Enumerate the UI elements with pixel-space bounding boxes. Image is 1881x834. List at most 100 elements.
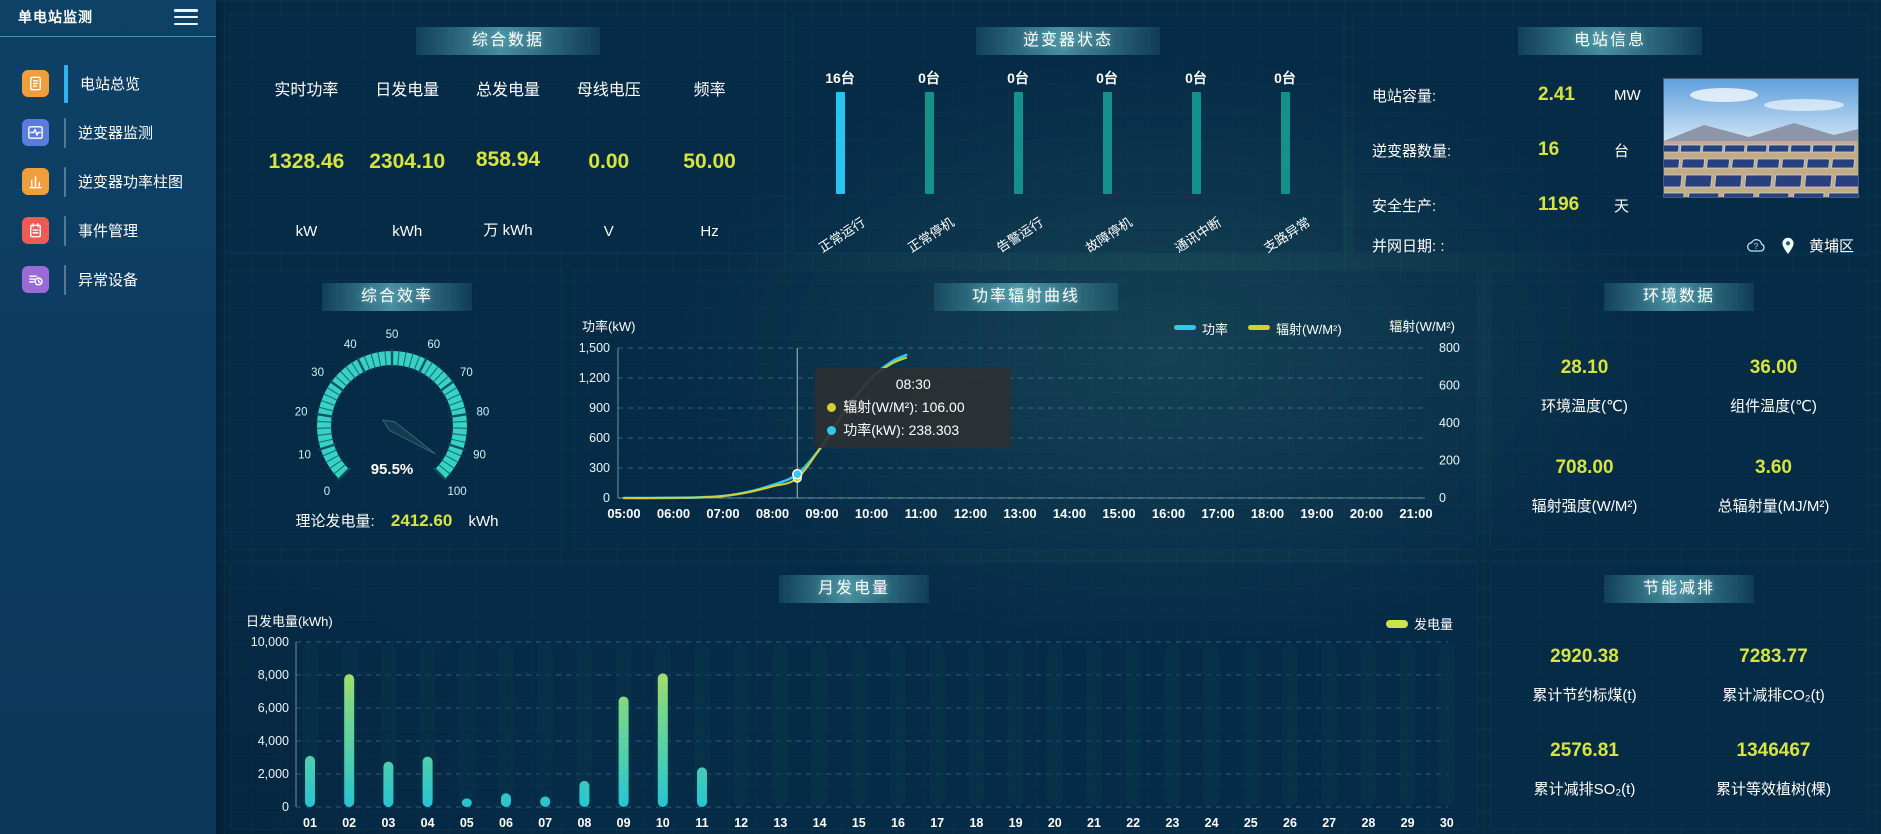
metric-cell: 2576.81 累计减排SO₂(t)	[1534, 740, 1636, 799]
svg-text:辐射(W/M²): 辐射(W/M²)	[1389, 319, 1455, 334]
bar-background	[1125, 644, 1142, 806]
sidebar-item-2[interactable]: 逆变器监测	[0, 108, 216, 157]
svg-text:02: 02	[342, 816, 356, 830]
panel-title: 综合数据	[416, 27, 600, 55]
environment-metrics: 28.10 环境温度(℃) 36.00 组件温度(℃) 708.00 辐射强度(W/M²)…	[1490, 336, 1868, 536]
station-info-row: 逆变器数量: 16 台	[1372, 139, 1629, 161]
svg-text:辐射(W/M²): 辐射(W/M²)	[1276, 322, 1342, 337]
svg-text:15:00: 15:00	[1102, 506, 1135, 521]
metric-unit: 万 kWh	[483, 222, 533, 239]
weather-cloud-icon[interactable]: ?	[1745, 238, 1767, 253]
inverter-count-label: 16台	[825, 70, 855, 86]
svg-text:8,000: 8,000	[258, 668, 289, 682]
tooltip-row: 功率(kW): 238.303	[827, 420, 999, 440]
sidebar: 单电站监测 电站总览 逆变器监测 逆变器功率柱图 事件管理 异常设备	[0, 0, 216, 834]
inverter-status-bar	[835, 92, 845, 194]
sidebar-item-label: 异常设备	[78, 272, 139, 289]
monthly-generation-chart[interactable]: 10,000 8,000 6,000 4,000 2,000 0 日发电量(kWh) 发电量 0…	[230, 562, 1478, 830]
svg-text:19: 19	[1009, 816, 1023, 830]
metric-label: 累计减排SO₂(t)	[1533, 780, 1636, 798]
metric-unit: V	[603, 223, 614, 240]
metric-cell: 28.10 环境温度(℃)	[1541, 357, 1628, 416]
svg-text:05:00: 05:00	[607, 506, 640, 521]
svg-text:22: 22	[1126, 816, 1140, 830]
sidebar-item-1[interactable]: 电站总览	[0, 59, 216, 108]
metric-value: 7283.77	[1739, 645, 1808, 667]
power-radiation-chart[interactable]: 1,500 1,200 900 600 300 0 800 600 400 200 0 功率(kW) 辐…	[574, 270, 1478, 550]
summary-metrics: 实时功率 1328.46 kW 日发电量 2304.10 kWh 总发电量 858.94 万 k…	[230, 76, 786, 240]
metric-unit: Hz	[700, 223, 719, 240]
generation-bar-02	[344, 674, 355, 807]
panel-station-info: 电站信息 电站容量: 2.41 MW 逆变器数量: 16 台安全生产: 1196 天 并网日期…	[1352, 14, 1868, 255]
panel-title: 节能减排	[1604, 575, 1754, 603]
metric-cell: 2920.38 累计节约标煤(t)	[1532, 646, 1636, 705]
item-rail	[64, 166, 66, 197]
svg-text:60: 60	[427, 339, 440, 351]
gauge-value: 95.5%	[371, 461, 414, 478]
sidebar-item-4[interactable]: 事件管理	[0, 206, 216, 255]
bar-background	[1321, 644, 1338, 806]
inverter-status-column: 0台 故障停机	[1075, 68, 1139, 255]
svg-text:18:00: 18:00	[1251, 506, 1284, 521]
tooltip-row: 辐射(W/M²): 106.00	[827, 397, 999, 417]
svg-text:08:00: 08:00	[756, 506, 789, 521]
generation-bar-07	[540, 796, 551, 807]
generation-bar-10	[657, 673, 668, 807]
svg-text:600: 600	[589, 431, 610, 445]
inverter-status-name: 正常运行	[816, 214, 868, 256]
svg-text:600: 600	[1439, 379, 1460, 393]
sidebar-item-label: 电站总览	[80, 76, 141, 93]
svg-text:17:00: 17:00	[1201, 506, 1234, 521]
metric-cell: 1346467 累计等效植树(棵)	[1716, 740, 1831, 799]
station-row-label: 逆变器数量:	[1372, 142, 1452, 160]
bar-background	[1203, 644, 1220, 806]
svg-text:20: 20	[295, 407, 308, 419]
metric-cell: 36.00 组件温度(℃)	[1730, 357, 1817, 416]
station-location[interactable]: 黄埔区	[1808, 238, 1854, 255]
document-icon	[22, 70, 49, 97]
svg-text:30: 30	[311, 367, 324, 379]
metric-value: 708.00	[1555, 456, 1614, 478]
inverter-status-column: 16台正常运行	[808, 68, 872, 255]
sidebar-item-3[interactable]: 逆变器功率柱图	[0, 157, 216, 206]
metric-cell: 3.60 总辐射量(MJ/M²)	[1718, 457, 1830, 516]
svg-text:12:00: 12:00	[954, 506, 987, 521]
svg-text:1,200: 1,200	[579, 371, 610, 385]
svg-text:14: 14	[813, 816, 827, 830]
svg-text:13:00: 13:00	[1003, 506, 1036, 521]
metric-value: 2920.38	[1550, 645, 1619, 667]
theory-label: 理论发电量:	[295, 513, 375, 530]
svg-text:功率: 功率	[1202, 322, 1228, 337]
bar-background	[537, 644, 554, 806]
item-rail	[64, 215, 66, 246]
generation-bar-09	[618, 696, 629, 807]
metric-value: 1328.46	[268, 149, 345, 173]
svg-text:90: 90	[473, 449, 486, 461]
bar-background	[772, 644, 789, 806]
svg-text:06:00: 06:00	[657, 506, 690, 521]
svg-text:16:00: 16:00	[1152, 506, 1185, 521]
svg-text:0: 0	[603, 491, 610, 505]
inverter-count-label: 0台	[1185, 70, 1207, 86]
sidebar-item-5[interactable]: 异常设备	[0, 255, 216, 304]
svg-text:发电量: 发电量	[1414, 617, 1453, 632]
station-info-row: 电站容量: 2.41 MW	[1372, 84, 1641, 106]
svg-text:04: 04	[421, 816, 435, 830]
gauge-needle	[381, 419, 436, 455]
svg-text:15: 15	[852, 816, 866, 830]
panel-inverter-status: 逆变器状态 16台 正常运行 0台 正常停机 0台 告警运行 0台 故障停机 0台 通讯中断 0台支…	[792, 14, 1344, 255]
svg-text:12: 12	[734, 816, 748, 830]
location-pin-icon[interactable]	[1781, 237, 1795, 255]
sidebar-menu: 电站总览逆变器监测 逆变器功率柱图 事件管理异常设备	[0, 59, 216, 304]
hamburger-menu-icon[interactable]	[174, 9, 198, 25]
svg-text:21: 21	[1087, 816, 1101, 830]
svg-text:24: 24	[1205, 816, 1219, 830]
efficiency-gauge-chart: 0 10 20 30 40 50 60 70 80 90 100 95.5%	[295, 329, 490, 498]
inverter-status-column: 0台 告警运行	[986, 68, 1050, 255]
station-info-row: 安全生产: 1196 天	[1372, 194, 1629, 216]
panel-energy-saving: 节能减排 2920.38 累计节约标煤(t) 7283.77 累计减排CO₂(t) 25…	[1490, 562, 1868, 830]
bar-background	[694, 644, 710, 806]
panel-title: 环境数据	[1604, 283, 1754, 311]
inverter-status-column: 0台 正常停机	[897, 68, 961, 255]
inverter-status-chart: 16台 正常运行 0台 正常停机 0台 告警运行 0台 故障停机 0台 通讯中断 0台 支路异常	[792, 68, 1344, 255]
